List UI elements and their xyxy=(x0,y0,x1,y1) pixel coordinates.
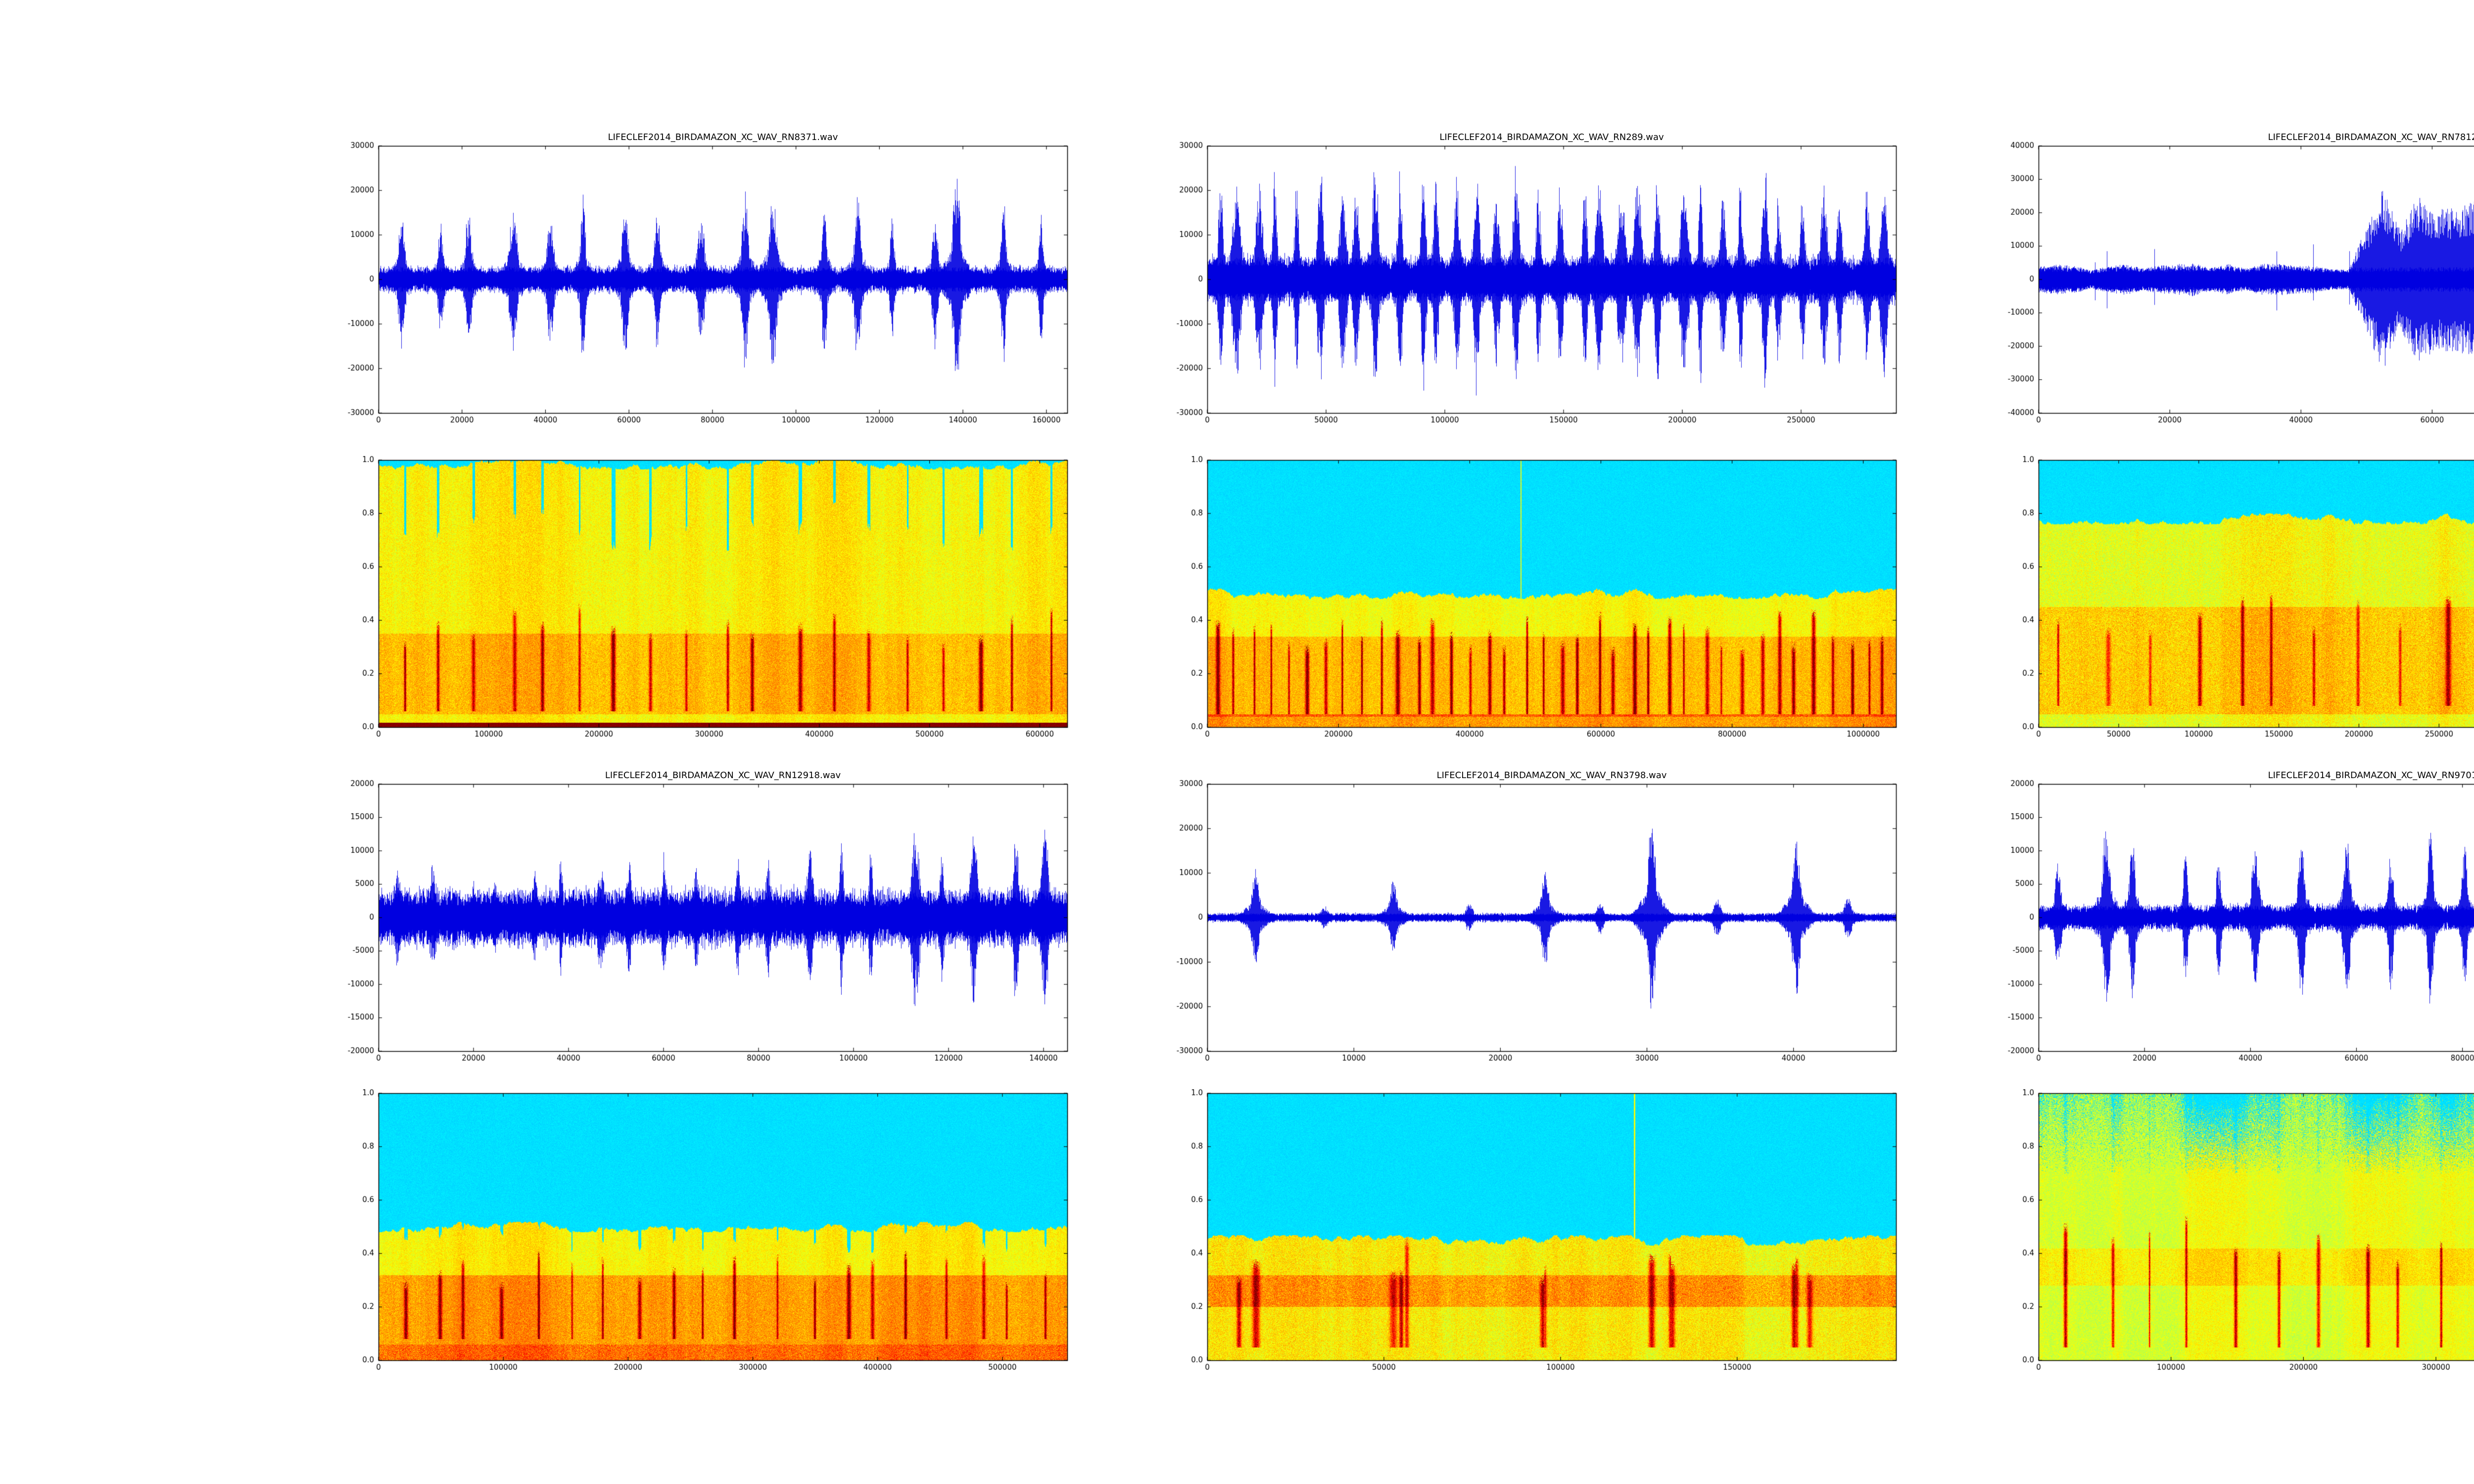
waveform-canvas-rn7812 xyxy=(1974,121,2474,448)
subplot-waveform-rn289: LIFECLEF2014_BIRDAMAZON_XC_WAV_RN289.wav xyxy=(1143,121,1905,448)
waveform-canvas-rn3798 xyxy=(1143,759,1905,1086)
subplot-spectrogram-rn12918 xyxy=(314,1068,1076,1395)
spectrogram-canvas-rn7812 xyxy=(1974,435,2474,762)
waveform-canvas-rn12918 xyxy=(314,759,1076,1086)
subplot-waveform-rn3798: LIFECLEF2014_BIRDAMAZON_XC_WAV_RN3798.wa… xyxy=(1143,759,1905,1086)
subplot-spectrogram-rn7812 xyxy=(1974,435,2474,762)
subplot-waveform-rn12918: LIFECLEF2014_BIRDAMAZON_XC_WAV_RN12918.w… xyxy=(314,759,1076,1086)
subplot-waveform-rn7812: LIFECLEF2014_BIRDAMAZON_XC_WAV_RN7812.wa… xyxy=(1974,121,2474,448)
subplot-spectrogram-rn8371 xyxy=(314,435,1076,762)
spectrogram-canvas-rn8371 xyxy=(314,435,1076,762)
spectrogram-canvas-rn12918 xyxy=(314,1068,1076,1395)
waveform-canvas-rn289 xyxy=(1143,121,1905,448)
spectrogram-canvas-rn3798 xyxy=(1143,1068,1905,1395)
waveform-canvas-rn8371 xyxy=(314,121,1076,448)
spectrogram-canvas-rn289 xyxy=(1143,435,1905,762)
waveform-canvas-rn9701 xyxy=(1974,759,2474,1086)
subplot-waveform-rn9701: LIFECLEF2014_BIRDAMAZON_XC_WAV_RN9701.wa… xyxy=(1974,759,2474,1086)
subplot-spectrogram-rn9701 xyxy=(1974,1068,2474,1395)
spectrogram-canvas-rn9701 xyxy=(1974,1068,2474,1395)
subplot-spectrogram-rn3798 xyxy=(1143,1068,1905,1395)
subplot-spectrogram-rn289 xyxy=(1143,435,1905,762)
subplot-waveform-rn8371: LIFECLEF2014_BIRDAMAZON_XC_WAV_RN8371.wa… xyxy=(314,121,1076,448)
